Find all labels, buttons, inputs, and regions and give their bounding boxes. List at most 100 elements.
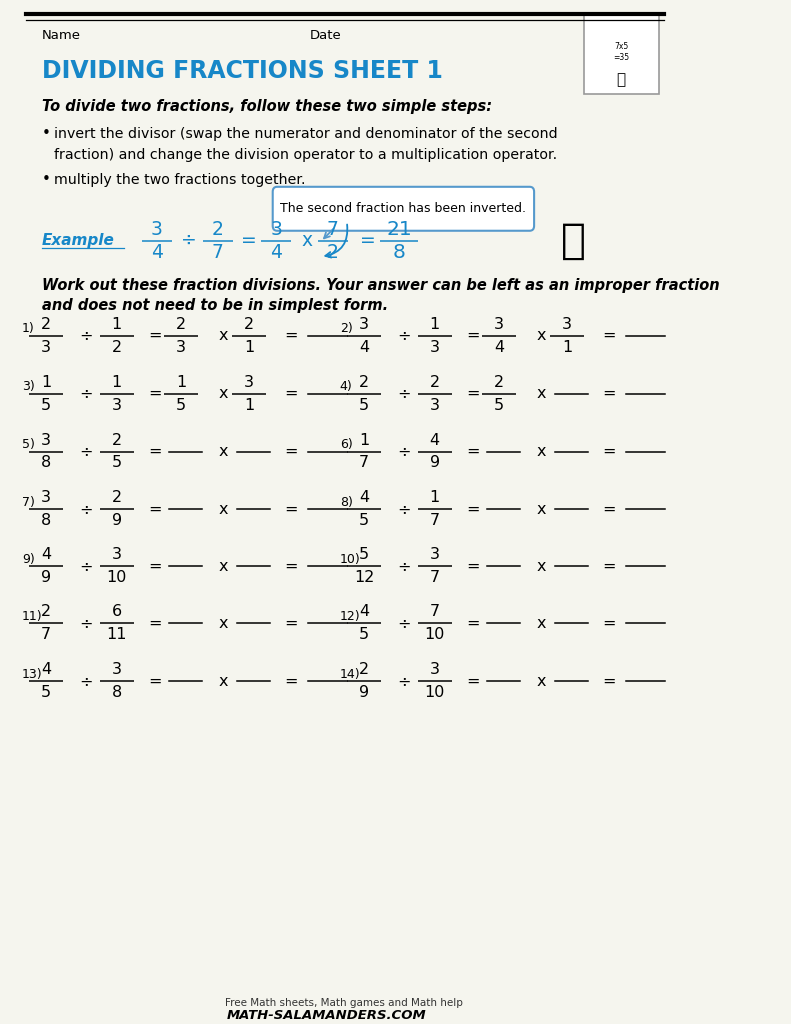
Text: 9: 9 [430, 456, 440, 470]
Text: ÷: ÷ [398, 444, 411, 459]
Text: 3: 3 [41, 490, 51, 506]
Text: 1: 1 [41, 375, 51, 389]
Text: 6): 6) [340, 438, 353, 451]
Text: 9: 9 [359, 685, 369, 700]
Text: 21: 21 [386, 220, 412, 239]
Text: x: x [218, 328, 228, 343]
Text: 4: 4 [430, 432, 440, 447]
Text: 2: 2 [112, 432, 122, 447]
Text: 1: 1 [244, 340, 255, 354]
Text: 8: 8 [41, 513, 51, 528]
Text: 2: 2 [112, 340, 122, 354]
Text: Free Math sheets, Math games and Math help: Free Math sheets, Math games and Math he… [225, 998, 463, 1008]
Text: 12): 12) [340, 610, 361, 623]
Text: 3: 3 [112, 397, 122, 413]
Text: 7): 7) [22, 496, 35, 509]
Text: =: = [467, 328, 480, 343]
Text: invert the divisor (swap the numerator and denominator of the second: invert the divisor (swap the numerator a… [54, 127, 558, 141]
Text: 5: 5 [41, 397, 51, 413]
Text: =: = [284, 674, 297, 689]
Text: 9): 9) [22, 553, 35, 566]
Text: x: x [218, 559, 228, 573]
Text: 8): 8) [340, 496, 353, 509]
Text: 6: 6 [112, 604, 122, 620]
Text: =: = [602, 502, 615, 517]
Text: 10): 10) [340, 553, 361, 566]
Text: 2: 2 [327, 243, 339, 262]
Text: Example: Example [42, 233, 115, 248]
Text: ÷: ÷ [398, 386, 411, 401]
Text: 2: 2 [244, 316, 254, 332]
Text: 1: 1 [112, 316, 122, 332]
Text: 7: 7 [359, 456, 369, 470]
Text: x: x [218, 386, 228, 401]
Text: 3: 3 [112, 548, 122, 562]
Text: ÷: ÷ [80, 444, 93, 459]
Text: 1: 1 [430, 316, 440, 332]
Text: 4: 4 [494, 340, 505, 354]
Text: =: = [360, 231, 376, 250]
Text: 2: 2 [359, 375, 369, 389]
Text: =: = [284, 502, 297, 517]
Text: x: x [218, 502, 228, 517]
Text: =: = [467, 674, 480, 689]
Text: ÷: ÷ [80, 386, 93, 401]
Text: DIVIDING FRACTIONS SHEET 1: DIVIDING FRACTIONS SHEET 1 [42, 59, 443, 83]
Text: 7: 7 [41, 628, 51, 642]
Text: 12: 12 [354, 570, 374, 586]
Text: 2: 2 [112, 490, 122, 506]
Text: =: = [602, 615, 615, 631]
Text: 3: 3 [430, 340, 440, 354]
Text: 2: 2 [41, 316, 51, 332]
Text: ÷: ÷ [398, 502, 411, 517]
Text: =: = [149, 615, 162, 631]
Text: To divide two fractions, follow these two simple steps:: To divide two fractions, follow these tw… [42, 99, 492, 115]
Text: =: = [149, 674, 162, 689]
Text: fraction) and change the division operator to a multiplication operator.: fraction) and change the division operat… [54, 147, 557, 162]
Text: =: = [149, 559, 162, 573]
Text: 5: 5 [41, 685, 51, 700]
Text: x: x [218, 615, 228, 631]
FancyBboxPatch shape [273, 186, 534, 230]
Text: 1: 1 [430, 490, 440, 506]
Text: 2: 2 [176, 316, 187, 332]
Text: 3: 3 [359, 316, 369, 332]
Text: 14): 14) [340, 668, 361, 681]
Text: 4): 4) [340, 380, 353, 393]
Text: ÷: ÷ [80, 502, 93, 517]
Text: 7: 7 [430, 604, 440, 620]
Text: 3: 3 [41, 432, 51, 447]
Text: 8: 8 [112, 685, 122, 700]
Text: 7: 7 [430, 513, 440, 528]
Text: 5: 5 [359, 628, 369, 642]
Text: 2): 2) [340, 323, 353, 335]
Text: 10: 10 [425, 628, 445, 642]
Text: 7: 7 [327, 220, 339, 239]
Text: =: = [284, 444, 297, 459]
Text: 11): 11) [22, 610, 43, 623]
Text: =: = [467, 559, 480, 573]
Text: =: = [602, 559, 615, 573]
Text: x: x [218, 674, 228, 689]
Text: =: = [241, 231, 257, 250]
Text: 3: 3 [41, 340, 51, 354]
Text: ÷: ÷ [398, 615, 411, 631]
Text: 7: 7 [212, 243, 224, 262]
Text: 13): 13) [22, 668, 43, 681]
Text: =: = [602, 328, 615, 343]
Text: 9: 9 [41, 570, 51, 586]
Text: 1): 1) [22, 323, 35, 335]
Text: MATH-SALAMANDERS.COM: MATH-SALAMANDERS.COM [227, 1010, 426, 1022]
Text: x: x [536, 502, 546, 517]
Text: =: = [284, 328, 297, 343]
Text: 🦎: 🦎 [561, 220, 586, 262]
Text: 3: 3 [430, 663, 440, 677]
Text: 3: 3 [271, 220, 282, 239]
Text: 11: 11 [107, 628, 127, 642]
Text: The second fraction has been inverted.: The second fraction has been inverted. [281, 203, 527, 215]
Text: 4: 4 [359, 604, 369, 620]
Text: 9: 9 [112, 513, 122, 528]
Text: 7: 7 [430, 570, 440, 586]
Text: =: = [467, 386, 480, 401]
Text: 4: 4 [359, 340, 369, 354]
